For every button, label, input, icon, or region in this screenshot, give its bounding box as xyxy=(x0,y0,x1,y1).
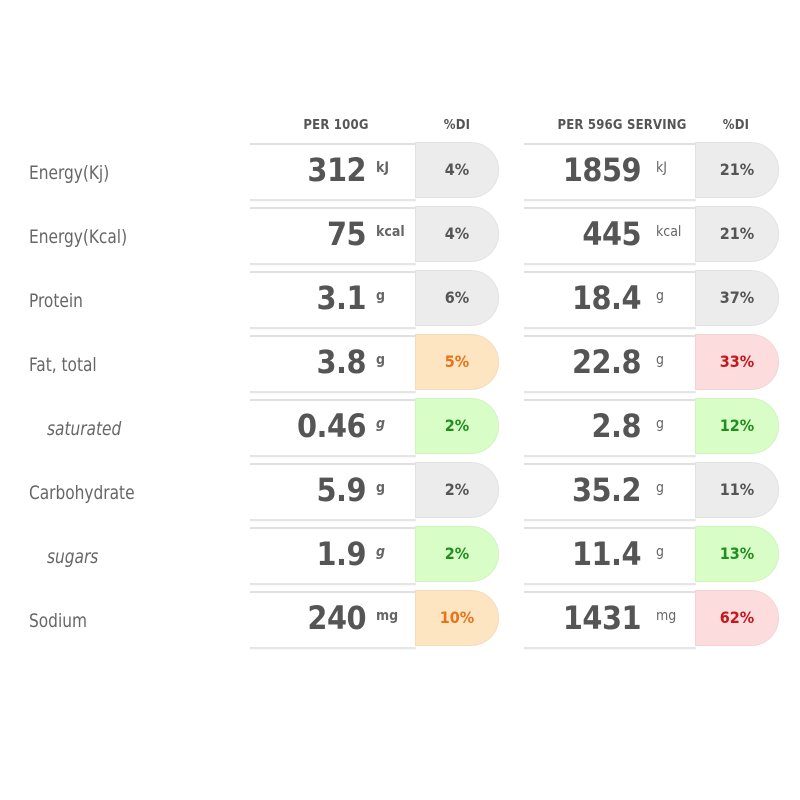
nutrient-label: saturated xyxy=(47,418,122,440)
per-serving-cell: 22.8 g xyxy=(524,335,696,393)
di-badge-100g: 4% xyxy=(415,206,499,262)
per-100g-cell: 1.9 g xyxy=(250,527,416,585)
di-badge-serving: 11% xyxy=(695,462,779,518)
nutrient-label: sugars xyxy=(47,546,99,568)
di-badge-100g: 5% xyxy=(415,334,499,390)
per-serving-unit: g xyxy=(656,416,664,432)
nutrient-label: Protein xyxy=(29,290,83,312)
per-100g-cell: 0.46 g xyxy=(250,399,416,457)
per-100g-cell: 3.1 g xyxy=(250,271,416,329)
nutrient-row: Energy(Kj) 312 kJ 4% 1859 kJ 21% xyxy=(0,140,800,204)
per-serving-cell: 1859 kJ xyxy=(524,143,696,201)
per-100g-unit: g xyxy=(376,480,386,496)
per-serving-cell: 11.4 g xyxy=(524,527,696,585)
per-100g-unit: kcal xyxy=(376,224,405,240)
per-serving-cell: 18.4 g xyxy=(524,271,696,329)
di-badge-serving: 62% xyxy=(695,590,779,646)
per-serving-value: 445 xyxy=(582,215,641,253)
per-100g-unit: g xyxy=(376,352,386,368)
di-badge-serving: 21% xyxy=(695,142,779,198)
nutrient-label: Carbohydrate xyxy=(29,482,135,504)
per-100g-cell: 3.8 g xyxy=(250,335,416,393)
per-100g-value: 240 xyxy=(307,599,366,637)
per-100g-unit: mg xyxy=(376,608,399,624)
nutrient-label: Energy(Kj) xyxy=(29,162,110,184)
di-badge-serving: 21% xyxy=(695,206,779,262)
header-di-2: %DI xyxy=(722,118,750,133)
per-serving-value: 35.2 xyxy=(571,471,642,509)
header-per-serving: PER 596G SERVING xyxy=(557,118,687,133)
per-100g-unit: g xyxy=(376,288,386,304)
di-badge-100g: 2% xyxy=(415,462,499,518)
per-100g-cell: 5.9 g xyxy=(250,463,416,521)
di-badge-serving: 12% xyxy=(695,398,779,454)
per-serving-unit: g xyxy=(656,288,664,304)
per-100g-value: 5.9 xyxy=(316,471,367,509)
per-serving-unit: kJ xyxy=(656,160,668,176)
per-100g-value: 312 xyxy=(307,151,366,189)
per-serving-value: 2.8 xyxy=(591,407,642,445)
per-100g-value: 1.9 xyxy=(316,535,367,573)
per-100g-cell: 75 kcal xyxy=(250,207,416,265)
per-serving-value: 1859 xyxy=(562,151,642,189)
per-100g-unit: g xyxy=(376,544,386,560)
nutrient-label: Sodium xyxy=(29,610,87,632)
per-serving-unit: g xyxy=(656,480,664,496)
per-100g-value: 3.8 xyxy=(316,343,367,381)
per-serving-cell: 1431 mg xyxy=(524,591,696,649)
per-serving-cell: 35.2 g xyxy=(524,463,696,521)
nutrient-row: Protein 3.1 g 6% 18.4 g 37% xyxy=(0,268,800,332)
per-100g-cell: 312 kJ xyxy=(250,143,416,201)
nutrient-row: Fat, total 3.8 g 5% 22.8 g 33% xyxy=(0,332,800,396)
di-badge-100g: 4% xyxy=(415,142,499,198)
per-100g-value: 75 xyxy=(326,215,367,253)
header-per-100g: PER 100G xyxy=(303,118,369,133)
nutrient-row: Sodium 240 mg 10% 1431 mg 62% xyxy=(0,588,800,652)
per-100g-value: 3.1 xyxy=(316,279,367,317)
di-badge-serving: 37% xyxy=(695,270,779,326)
header-di-1: %DI xyxy=(443,118,471,133)
nutrient-row: saturated 0.46 g 2% 2.8 g 12% xyxy=(0,396,800,460)
di-badge-100g: 2% xyxy=(415,526,499,582)
di-badge-100g: 10% xyxy=(415,590,499,646)
per-100g-value: 0.46 xyxy=(296,407,367,445)
per-serving-cell: 445 kcal xyxy=(524,207,696,265)
per-100g-cell: 240 mg xyxy=(250,591,416,649)
per-serving-value: 1431 xyxy=(562,599,642,637)
per-serving-cell: 2.8 g xyxy=(524,399,696,457)
per-100g-unit: kJ xyxy=(376,160,390,176)
per-serving-value: 11.4 xyxy=(571,535,642,573)
di-badge-100g: 2% xyxy=(415,398,499,454)
di-badge-100g: 6% xyxy=(415,270,499,326)
per-serving-unit: mg xyxy=(656,608,677,624)
nutrient-row: Energy(Kcal) 75 kcal 4% 445 kcal 21% xyxy=(0,204,800,268)
nutrient-row: sugars 1.9 g 2% 11.4 g 13% xyxy=(0,524,800,588)
per-serving-unit: g xyxy=(656,352,664,368)
per-serving-unit: kcal xyxy=(656,224,682,240)
per-100g-unit: g xyxy=(376,416,386,432)
per-serving-unit: g xyxy=(656,544,664,560)
nutrient-row: Carbohydrate 5.9 g 2% 35.2 g 11% xyxy=(0,460,800,524)
nutrient-label: Fat, total xyxy=(29,354,97,376)
per-serving-value: 18.4 xyxy=(571,279,642,317)
per-serving-value: 22.8 xyxy=(571,343,642,381)
di-badge-serving: 13% xyxy=(695,526,779,582)
di-badge-serving: 33% xyxy=(695,334,779,390)
nutrient-label: Energy(Kcal) xyxy=(29,226,128,248)
